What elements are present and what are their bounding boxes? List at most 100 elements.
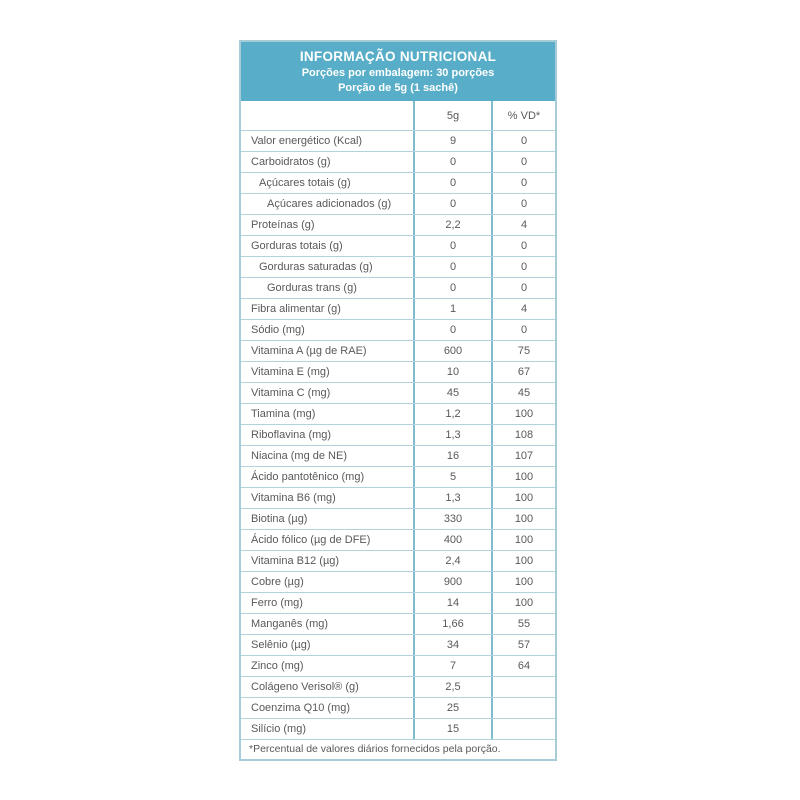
- vd-value: 0: [520, 177, 528, 189]
- amount-value: 34: [413, 635, 493, 655]
- vd-value: 100: [514, 408, 534, 420]
- nutrient-label: Cobre (µg): [251, 576, 304, 588]
- table-row: Açúcares totais (g) 0 0: [241, 172, 555, 193]
- nutrient-label: Vitamina A (µg de RAE): [251, 345, 367, 357]
- table-row: Cobre (µg) 900 100: [241, 571, 555, 592]
- amount-value: 10: [413, 362, 493, 382]
- table-row: Açúcares adicionados (g) 0 0: [241, 193, 555, 214]
- amount-value: 7: [413, 656, 493, 676]
- vd-value: 0: [520, 198, 528, 210]
- amount-value: 1,3: [413, 425, 493, 445]
- table-row: Vitamina A (µg de RAE) 600 75: [241, 340, 555, 361]
- nutrient-label: Gorduras saturadas (g): [259, 261, 373, 273]
- vd-value: 55: [517, 618, 531, 630]
- nutrient-label: Manganês (mg): [251, 618, 329, 630]
- nutrient-label: Vitamina B6 (mg): [251, 492, 336, 504]
- vd-value: 100: [514, 576, 534, 588]
- nutrient-label: Silício (mg): [251, 723, 307, 735]
- nutrient-label: Vitamina E (mg): [251, 366, 330, 378]
- column-header-vd: % VD*: [507, 109, 541, 122]
- vd-value: 0: [520, 240, 528, 252]
- servings-per-package: Porções por embalagem: 30 porções: [301, 67, 495, 79]
- amount-value: 16: [413, 446, 493, 466]
- amount-value: 0: [413, 257, 493, 277]
- nutrient-label: Fibra alimentar (g): [251, 303, 341, 315]
- table-title: INFORMAÇÃO NUTRICIONAL: [299, 49, 497, 64]
- nutrient-label: Gorduras trans (g): [267, 282, 357, 294]
- vd-value: 0: [520, 282, 528, 294]
- nutrient-label: Ácido pantotênico (mg): [251, 471, 365, 483]
- vd-value: 4: [520, 303, 528, 315]
- amount-value: 0: [413, 194, 493, 214]
- nutrient-label: Açúcares adicionados (g): [267, 198, 392, 210]
- vd-value: 0: [520, 261, 528, 273]
- amount-value: 1,2: [413, 404, 493, 424]
- nutrient-label: Vitamina C (mg): [251, 387, 331, 399]
- vd-value: 67: [517, 366, 531, 378]
- table-row: Vitamina B6 (mg) 1,3 100: [241, 487, 555, 508]
- nutrient-label: Açúcares totais (g): [259, 177, 351, 189]
- vd-value: 100: [514, 597, 534, 609]
- vd-value: 108: [514, 429, 534, 441]
- table-row: Sódio (mg) 0 0: [241, 319, 555, 340]
- nutrition-facts-table: INFORMAÇÃO NUTRICIONAL Porções por embal…: [239, 40, 557, 761]
- vd-value: 100: [514, 513, 534, 525]
- table-row: Colágeno Verisol® (g) 2,5: [241, 676, 555, 697]
- amount-value: 9: [413, 131, 493, 151]
- amount-value: 5: [413, 467, 493, 487]
- column-header-row: 5g % VD*: [241, 101, 555, 130]
- amount-value: 1,3: [413, 488, 493, 508]
- table-row: Zinco (mg) 7 64: [241, 655, 555, 676]
- nutrient-label: Vitamina B12 (µg): [251, 555, 340, 567]
- table-row: Silício (mg) 15: [241, 718, 555, 739]
- serving-size: Porção de 5g (1 sachê): [338, 82, 458, 94]
- table-row: Fibra alimentar (g) 1 4: [241, 298, 555, 319]
- amount-value: 900: [413, 572, 493, 592]
- amount-value: 0: [413, 173, 493, 193]
- nutrient-label: Tiamina (mg): [251, 408, 316, 420]
- table-row: Riboflavina (mg) 1,3 108: [241, 424, 555, 445]
- vd-value: 75: [517, 345, 531, 357]
- table-row: Carboidratos (g) 0 0: [241, 151, 555, 172]
- vd-value: [493, 719, 555, 739]
- table-row: Vitamina B12 (µg) 2,4 100: [241, 550, 555, 571]
- column-header-amount: 5g: [413, 101, 493, 130]
- vd-value: 4: [520, 219, 528, 231]
- table-header: INFORMAÇÃO NUTRICIONAL Porções por embal…: [241, 42, 555, 101]
- table-row: Vitamina E (mg) 10 67: [241, 361, 555, 382]
- table-row: Ácido fólico (µg de DFE) 400 100: [241, 529, 555, 550]
- amount-value: 2,2: [413, 215, 493, 235]
- vd-value: 100: [514, 534, 534, 546]
- vd-value: 0: [520, 324, 528, 336]
- table-row: Selênio (µg) 34 57: [241, 634, 555, 655]
- table-row: Tiamina (mg) 1,2 100: [241, 403, 555, 424]
- vd-value: 45: [517, 387, 531, 399]
- amount-value: 25: [413, 698, 493, 718]
- table-row: Niacina (mg de NE) 16 107: [241, 445, 555, 466]
- vd-value: 57: [517, 639, 531, 651]
- vd-value: 107: [514, 450, 534, 462]
- amount-value: 0: [413, 278, 493, 298]
- nutrient-label: Niacina (mg de NE): [251, 450, 347, 462]
- vd-value: 100: [514, 555, 534, 567]
- amount-value: 0: [413, 152, 493, 172]
- table-row: Vitamina C (mg) 45 45: [241, 382, 555, 403]
- nutrient-label: Colágeno Verisol® (g): [251, 681, 359, 693]
- vd-value: 0: [520, 156, 528, 168]
- amount-value: 2,4: [413, 551, 493, 571]
- nutrient-label: Riboflavina (mg): [251, 429, 332, 441]
- nutrient-label: Valor energético (Kcal): [251, 135, 363, 147]
- amount-value: 1: [413, 299, 493, 319]
- table-row: Gorduras totais (g) 0 0: [241, 235, 555, 256]
- nutrient-label: Sódio (mg): [251, 324, 305, 336]
- nutrient-label: Carboidratos (g): [251, 156, 331, 168]
- amount-value: 15: [413, 719, 493, 739]
- table-row: Ácido pantotênico (mg) 5 100: [241, 466, 555, 487]
- amount-value: 600: [413, 341, 493, 361]
- table-row: Gorduras saturadas (g) 0 0: [241, 256, 555, 277]
- table-row: Proteínas (g) 2,2 4: [241, 214, 555, 235]
- nutrient-label: Zinco (mg): [251, 660, 304, 672]
- table-row: Gorduras trans (g) 0 0: [241, 277, 555, 298]
- vd-value: 0: [520, 135, 528, 147]
- amount-value: 330: [413, 509, 493, 529]
